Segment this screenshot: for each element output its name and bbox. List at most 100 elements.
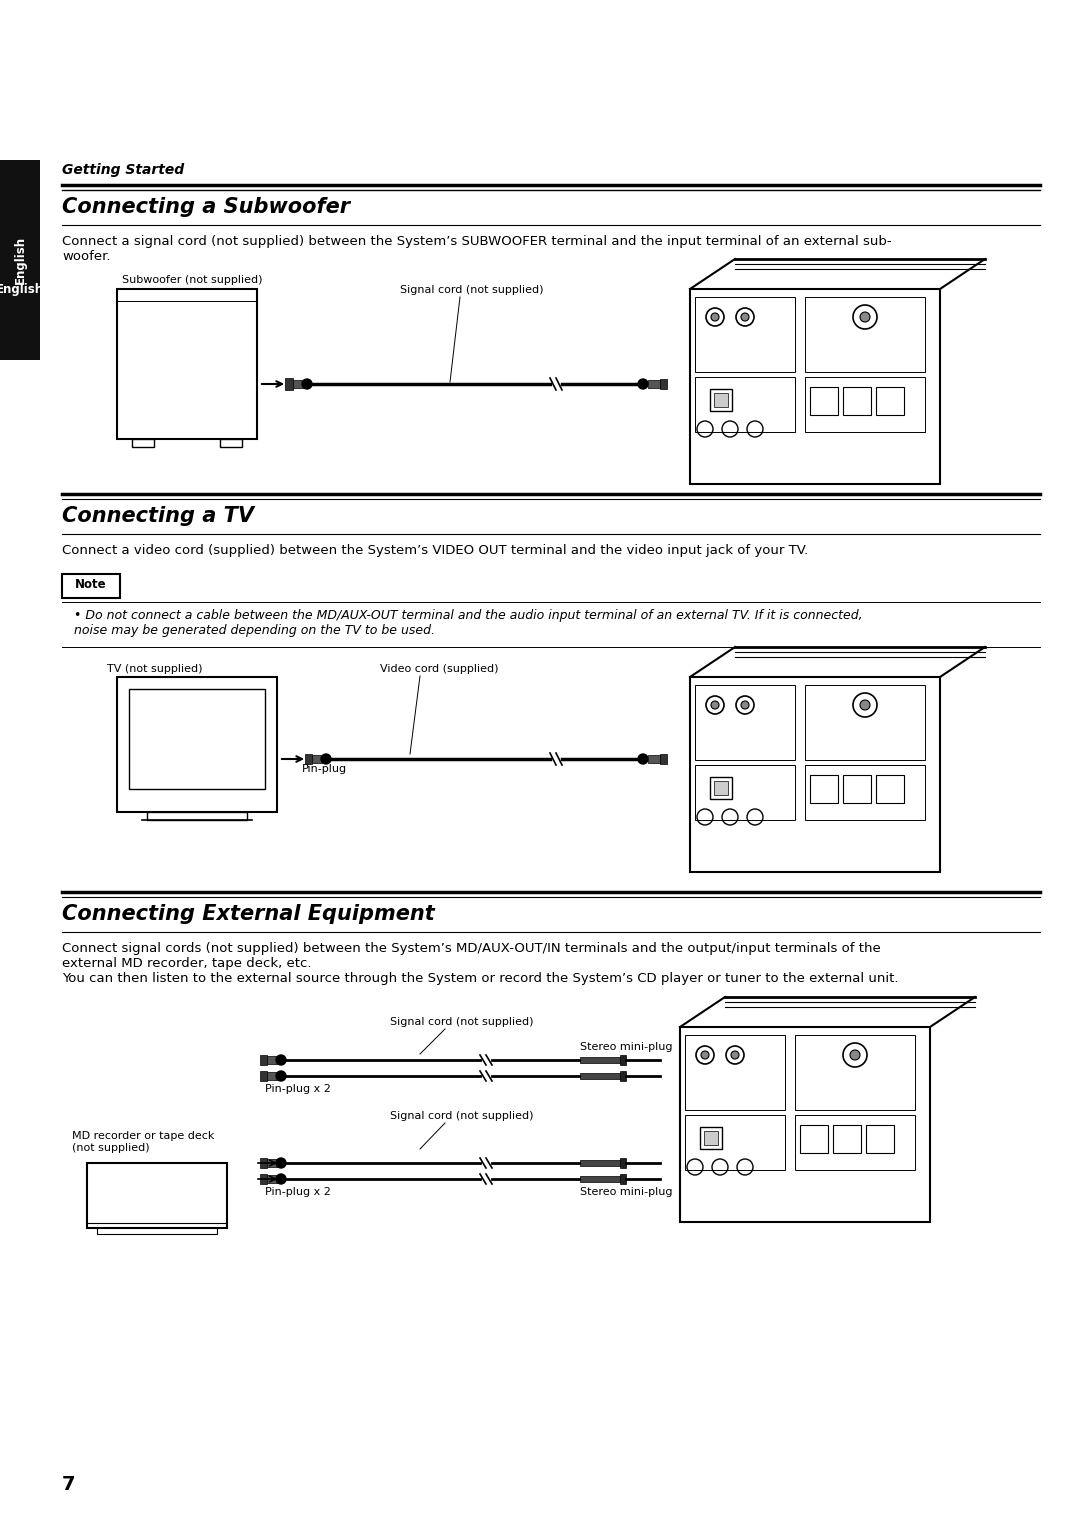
Circle shape	[741, 701, 750, 709]
Bar	[805, 685, 924, 759]
Bar	[62, 575, 120, 597]
Bar	[648, 755, 660, 762]
Bar	[660, 379, 667, 390]
Bar	[710, 778, 732, 799]
Bar	[267, 1175, 279, 1183]
Bar	[685, 1034, 785, 1109]
Bar	[710, 390, 732, 411]
Text: English: English	[13, 235, 27, 284]
Circle shape	[711, 701, 719, 709]
Text: You can then listen to the external source through the System or record the Syst: You can then listen to the external sour…	[62, 972, 899, 986]
Text: TV (not supplied): TV (not supplied)	[107, 665, 203, 674]
Bar	[260, 1054, 267, 1065]
Circle shape	[321, 753, 330, 764]
Bar	[805, 377, 924, 432]
Bar	[580, 1073, 620, 1079]
Text: Video cord (supplied): Video cord (supplied)	[380, 665, 499, 674]
Bar	[147, 811, 247, 821]
Bar	[220, 439, 242, 448]
Text: Note: Note	[76, 578, 107, 591]
Bar	[843, 775, 870, 804]
Circle shape	[276, 1174, 286, 1184]
Bar	[293, 380, 305, 388]
Bar	[648, 380, 660, 388]
Bar	[620, 1054, 626, 1065]
Text: Signal cord (not supplied): Signal cord (not supplied)	[400, 286, 543, 295]
Bar	[810, 387, 838, 416]
Bar	[696, 766, 795, 821]
Circle shape	[860, 312, 870, 322]
Circle shape	[276, 1054, 286, 1065]
Bar	[704, 1131, 718, 1144]
Circle shape	[638, 379, 648, 390]
Bar	[580, 1057, 620, 1063]
Bar	[690, 677, 940, 872]
Bar	[285, 377, 293, 390]
Text: Connecting External Equipment: Connecting External Equipment	[62, 905, 435, 924]
Text: Stereo mini-plug: Stereo mini-plug	[580, 1187, 673, 1196]
Circle shape	[302, 379, 312, 390]
Circle shape	[860, 700, 870, 711]
Bar	[620, 1174, 626, 1184]
Circle shape	[741, 313, 750, 321]
Bar	[267, 1073, 279, 1080]
Bar	[805, 296, 924, 371]
Bar	[690, 289, 940, 484]
Bar	[680, 1027, 930, 1222]
Text: English: English	[0, 284, 44, 296]
Text: Pin-plug x 2: Pin-plug x 2	[265, 1083, 330, 1094]
Bar	[267, 1056, 279, 1063]
Bar	[866, 1125, 894, 1154]
Circle shape	[731, 1051, 739, 1059]
Bar	[305, 753, 312, 764]
Bar	[714, 781, 728, 795]
Bar	[620, 1071, 626, 1080]
Bar	[700, 1128, 723, 1149]
Circle shape	[701, 1051, 708, 1059]
Text: Pin-plug x 2: Pin-plug x 2	[265, 1187, 330, 1196]
Bar	[795, 1034, 915, 1109]
Text: • Do not connect a cable between the MD/AUX-OUT terminal and the audio input ter: • Do not connect a cable between the MD/…	[75, 610, 863, 637]
Bar	[843, 387, 870, 416]
Bar	[132, 439, 154, 448]
Bar	[0, 160, 40, 361]
Bar	[795, 1115, 915, 1170]
Bar	[260, 1174, 267, 1184]
Circle shape	[850, 1050, 860, 1060]
Text: Stereo mini-plug: Stereo mini-plug	[580, 1042, 673, 1051]
Text: Signal cord (not supplied): Signal cord (not supplied)	[390, 1018, 534, 1027]
Text: Subwoofer (not supplied): Subwoofer (not supplied)	[122, 275, 262, 286]
Bar	[580, 1160, 620, 1166]
Text: Getting Started: Getting Started	[62, 163, 184, 177]
Circle shape	[276, 1158, 286, 1167]
Bar	[129, 689, 265, 788]
Bar	[660, 753, 667, 764]
Bar	[833, 1125, 861, 1154]
Bar	[267, 1160, 279, 1167]
Text: 7: 7	[62, 1475, 76, 1494]
Bar	[580, 1177, 620, 1183]
Bar	[696, 685, 795, 759]
Bar	[805, 766, 924, 821]
Bar	[97, 1229, 217, 1235]
Bar	[117, 677, 276, 811]
Bar	[800, 1125, 828, 1154]
Bar	[696, 296, 795, 371]
Bar	[117, 289, 257, 439]
Text: Connecting a Subwoofer: Connecting a Subwoofer	[62, 197, 350, 217]
Text: Connect signal cords (not supplied) between the System’s MD/AUX-OUT/IN terminals: Connect signal cords (not supplied) betw…	[62, 941, 881, 970]
Text: Connecting a TV: Connecting a TV	[62, 506, 254, 526]
Text: Pin-plug: Pin-plug	[302, 764, 347, 775]
Bar	[876, 387, 904, 416]
Circle shape	[276, 1071, 286, 1080]
Bar	[260, 1071, 267, 1080]
Text: Connect a signal cord (not supplied) between the System’s SUBWOOFER terminal and: Connect a signal cord (not supplied) bet…	[62, 235, 892, 263]
Text: Connect a video cord (supplied) between the System’s VIDEO OUT terminal and the : Connect a video cord (supplied) between …	[62, 544, 808, 558]
Text: Signal cord (not supplied): Signal cord (not supplied)	[390, 1111, 534, 1122]
Circle shape	[711, 313, 719, 321]
Bar	[620, 1158, 626, 1167]
Text: MD recorder or tape deck
(not supplied): MD recorder or tape deck (not supplied)	[72, 1131, 214, 1152]
Bar	[696, 377, 795, 432]
Bar	[810, 775, 838, 804]
Bar	[714, 393, 728, 406]
